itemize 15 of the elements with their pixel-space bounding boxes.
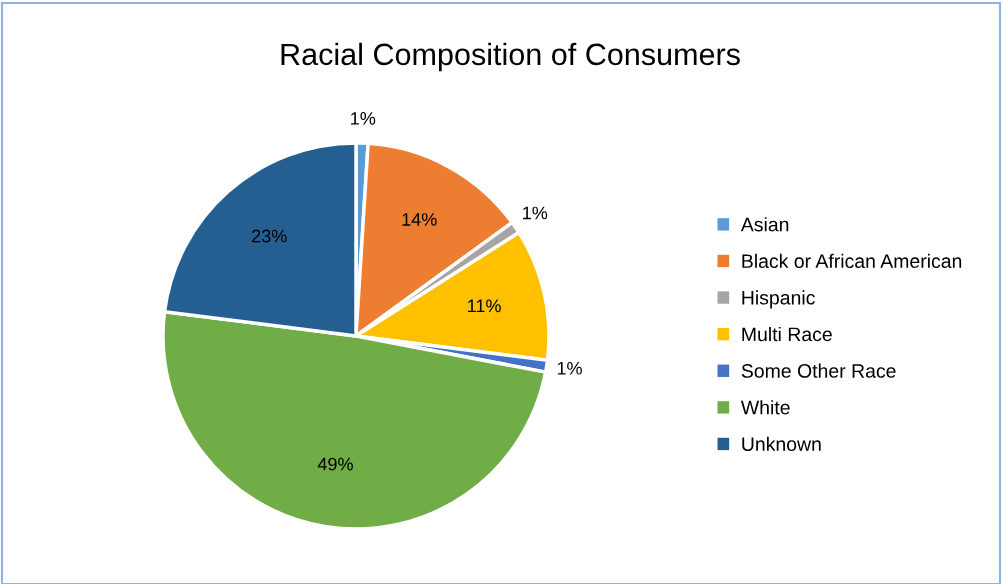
legend-label: White [740, 400, 790, 415]
data-label: 49% [317, 457, 353, 471]
data-label: 23% [252, 229, 287, 243]
legend-label: Unknown [742, 436, 821, 452]
legend-label: Hispanic [742, 290, 815, 309]
data-label: 1% [523, 206, 548, 220]
legend-label: Multi Race [742, 326, 832, 342]
data-label: 14% [402, 213, 437, 226]
legend-label: Some Other Race [741, 363, 896, 378]
data-label: 11% [468, 299, 501, 313]
legend-label: Black or African American [742, 253, 962, 269]
legend-label: Asian [740, 217, 789, 232]
data-label: 1% [557, 361, 582, 375]
chart-title: Racial Composition of Consumers [281, 42, 740, 72]
data-label: 1% [351, 112, 376, 125]
